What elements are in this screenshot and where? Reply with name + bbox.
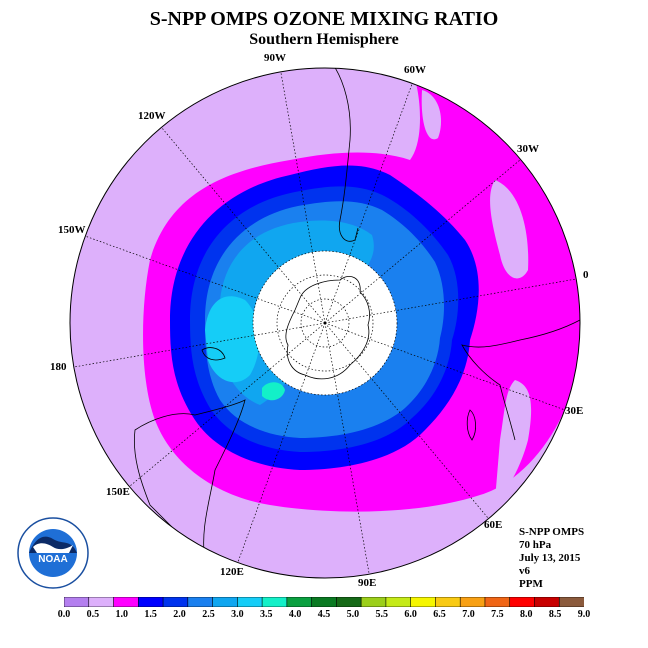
colorbar-tick-label: 0.5: [86, 609, 100, 620]
colorbar-swatch: [162, 597, 189, 607]
lon-label-60w: 60W: [404, 64, 426, 76]
info-level: 70 hPa: [519, 539, 552, 551]
colorbar-tick-label: 8.0: [519, 609, 533, 620]
antarctica-outline: [285, 276, 370, 380]
colorbar-swatch: [64, 597, 90, 607]
colorbar-swatch: [484, 597, 511, 607]
colorbar-tick-label: 3.0: [231, 609, 244, 620]
lon-label-150e: 150E: [106, 486, 130, 498]
colorbar-tick-label: 4.0: [288, 609, 302, 620]
colorbar-swatch: [137, 597, 164, 607]
lon-label-150w: 150W: [58, 224, 86, 236]
noaa-logo: NOAA: [17, 517, 89, 589]
lon-label-90w: 90W: [264, 52, 286, 64]
noaa-logo-text: NOAA: [38, 554, 67, 565]
colorbar-swatch: [459, 597, 486, 607]
colorbar-tick-label: 1.5: [144, 609, 157, 620]
colorbar-swatch: [113, 597, 140, 607]
lon-label-60e: 60E: [484, 519, 502, 531]
colorbar-tick-label: 7.0: [462, 609, 475, 620]
colorbar-tick-label: 6.5: [433, 609, 446, 620]
colorbar-swatch: [237, 597, 263, 607]
info-block: S-NPP OMPS 70 hPa July 13, 2015 v6 PPM: [519, 526, 584, 591]
field-lavender-patch-2: [490, 180, 529, 279]
lon-label-180: 180: [50, 361, 67, 373]
south-pole-marker: [323, 321, 327, 325]
lon-label-0: 0: [583, 269, 589, 281]
colorbar-tick-label: 4.5: [317, 609, 331, 620]
colorbar-swatch: [360, 597, 387, 607]
colorbar-swatch: [311, 597, 338, 607]
colorbar-tick-label: 9.0: [577, 609, 591, 620]
lon-label-90e: 90E: [358, 577, 376, 589]
field-interior-cyan: [205, 296, 260, 383]
colorbar-tick-label: 1.0: [115, 609, 129, 620]
madagascar-outline: [466, 409, 476, 441]
colorbar-swatch: [261, 597, 288, 607]
colorbar-tick-label: 7.5: [491, 609, 504, 620]
map-subtitle: Southern Hemisphere: [249, 31, 399, 48]
lon-label-30w: 30W: [517, 143, 539, 155]
colorbar-tick-label: 5.0: [346, 609, 360, 620]
colorbar-swatch: [385, 597, 412, 607]
lon-label-30e: 30E: [565, 405, 583, 417]
colorbar-swatch: [509, 597, 536, 607]
africa-outline: [461, 319, 580, 441]
colorbar-tick-label: 2.5: [202, 609, 215, 620]
colorbar-tick-label: 8.5: [548, 609, 562, 620]
colorbar-swatch: [410, 597, 437, 607]
colorbar-tick-label: 6.0: [404, 609, 417, 620]
colorbar-swatch: [534, 597, 561, 607]
colorbar-tick-label: 0.0: [57, 609, 71, 620]
longitude-labels: 90W 60W 30W 0 30E 60E 90E 120E 150E 180 …: [50, 52, 589, 589]
colorbar-tick-label: 2.0: [173, 609, 186, 620]
info-units: PPM: [519, 578, 543, 590]
field-lavender-patch: [421, 90, 442, 140]
map-title: S-NPP OMPS OZONE MIXING RATIO: [149, 8, 499, 30]
colorbar-tick-label: 3.5: [259, 609, 273, 620]
australia-outline: [133, 399, 246, 562]
colorbar: [64, 597, 584, 607]
colorbar-swatch: [435, 597, 461, 607]
lon-label-120w: 120W: [138, 110, 166, 122]
graticule: [73, 72, 577, 574]
colorbar-swatch: [212, 597, 239, 607]
info-date: July 13, 2015: [519, 552, 581, 564]
south-america-outline: [329, 68, 359, 242]
colorbar-swatch: [286, 597, 313, 607]
field-max-patch: [262, 382, 285, 401]
colorbar-swatch: [558, 597, 584, 607]
colorbar-tick-label: 5.5: [375, 609, 389, 620]
new-zealand-outline: [201, 347, 226, 361]
map-border: [69, 67, 581, 579]
info-instrument: S-NPP OMPS: [519, 526, 585, 538]
colorbar-swatch: [88, 597, 115, 607]
info-version: v6: [519, 565, 530, 577]
field-lavender-patch-3: [495, 380, 532, 500]
colorbar-swatch: [187, 597, 214, 607]
colorbar-swatch: [336, 597, 362, 607]
lon-label-120e: 120E: [220, 566, 244, 578]
